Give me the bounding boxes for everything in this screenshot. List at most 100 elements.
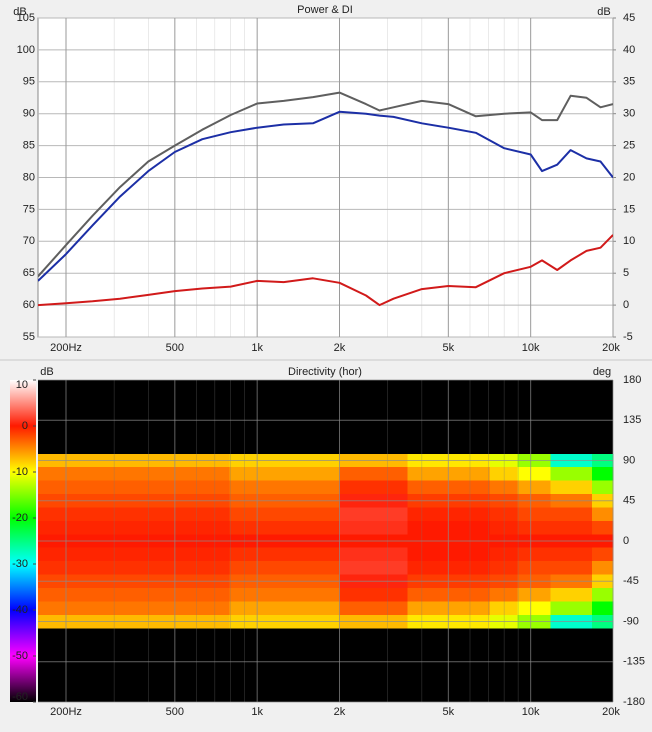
y2-axis-label: dB <box>597 6 610 18</box>
heatmap-cell <box>65 467 121 482</box>
heatmap-cell <box>379 561 409 576</box>
heatmap-cell <box>285 561 340 576</box>
heatmap-cell <box>120 507 176 522</box>
y-tick-label: -45 <box>623 575 639 587</box>
x-tick-label: 1k <box>251 342 263 354</box>
y-tick-label: 80 <box>23 171 35 183</box>
colorbar-tick-label: -20 <box>12 512 28 524</box>
colorbar <box>10 380 36 702</box>
heatmap-cell <box>65 561 121 576</box>
heatmap-cell <box>407 520 450 535</box>
heatmap-cell <box>339 480 381 495</box>
heatmap-cell <box>285 480 340 495</box>
x-tick-label: 200Hz <box>50 342 82 354</box>
x-tick-label: 5k <box>443 342 455 354</box>
heatmap-cell <box>550 507 593 522</box>
heatmap-cell <box>120 467 176 482</box>
heatmap-cell <box>379 601 409 616</box>
series-line <box>38 110 613 282</box>
y-tick-label: 65 <box>23 267 35 279</box>
y-tick-label: 70 <box>23 235 35 247</box>
heatmap-cell <box>175 467 231 482</box>
y-axis-label: deg <box>593 366 611 378</box>
colorbar-tick-label: -10 <box>12 466 28 478</box>
heatmap-cell <box>175 561 231 576</box>
y2-tick-label: 5 <box>623 267 629 279</box>
heatmap-cell <box>379 480 409 495</box>
y-tick-label: 95 <box>23 76 35 88</box>
heatmap-cell <box>489 601 518 616</box>
y2-tick-label: 40 <box>623 44 635 56</box>
heatmap-cell <box>550 561 593 576</box>
heatmap-cell <box>591 601 614 616</box>
heatmap-cell <box>591 507 614 522</box>
heatmap-cell <box>339 547 381 562</box>
y2-tick-label: 35 <box>623 76 635 88</box>
x-tick-label: 10k <box>522 342 540 354</box>
heatmap-cell <box>175 507 231 522</box>
heatmap-cell <box>407 480 450 495</box>
heatmap-cell <box>448 507 491 522</box>
heatmap-cell <box>448 520 491 535</box>
heatmap-cell <box>38 520 66 535</box>
series-line <box>38 91 613 278</box>
heatmap-cell <box>550 587 593 602</box>
y-tick-label: 75 <box>23 203 35 215</box>
x-tick-label: 10k <box>522 706 540 718</box>
colorbar-tick-label: -50 <box>12 650 28 662</box>
x-tick-label: 500 <box>166 342 184 354</box>
heatmap-cell <box>591 467 614 482</box>
y-tick-label: 135 <box>623 414 641 426</box>
y-tick-label: -180 <box>623 696 645 708</box>
y2-tick-label: 10 <box>623 235 635 247</box>
heatmap-cell <box>339 601 381 616</box>
heatmap-cell <box>489 480 518 495</box>
y-tick-label: 60 <box>23 299 35 311</box>
x-tick-label: 2k <box>334 706 346 718</box>
heatmap-cell <box>120 520 176 535</box>
heatmap-cell <box>448 547 491 562</box>
heatmap-cell <box>175 587 231 602</box>
y2-tick-label: 25 <box>623 140 635 152</box>
y-tick-label: 90 <box>23 108 35 120</box>
heatmap-cell <box>379 467 409 482</box>
heatmap-cell <box>38 467 66 482</box>
heatmap-cell <box>407 587 450 602</box>
y-tick-label: 105 <box>17 12 35 24</box>
heatmap-cell <box>448 601 491 616</box>
heatmap-cell <box>65 480 121 495</box>
colorbar-tick-label: 10 <box>16 379 28 391</box>
heatmap-cell <box>489 561 518 576</box>
heatmap-cell <box>339 520 381 535</box>
heatmap-cell <box>591 587 614 602</box>
colorbar-tick-label: -30 <box>12 558 28 570</box>
heatmap-cell <box>120 480 176 495</box>
heatmap-cell <box>448 587 491 602</box>
heatmap-cell <box>591 547 614 562</box>
heatmap-cell <box>407 601 450 616</box>
heatmap-cell <box>517 601 552 616</box>
heatmap-cell <box>339 587 381 602</box>
heatmap-cell <box>489 547 518 562</box>
heatmap-cell <box>120 561 176 576</box>
heatmap-cell <box>285 520 340 535</box>
heatmap-cell <box>407 507 450 522</box>
y-tick-label: -135 <box>623 656 645 668</box>
y-tick-label: 180 <box>623 374 641 386</box>
x-tick-label: 200Hz <box>50 706 82 718</box>
heatmap-cell <box>38 480 66 495</box>
heatmap-cell <box>38 547 66 562</box>
heatmap-cell <box>550 601 593 616</box>
heatmap-cell <box>65 520 121 535</box>
y-tick-label: 90 <box>623 454 635 466</box>
y-tick-label: 45 <box>623 495 635 507</box>
heatmap-cell <box>285 507 340 522</box>
heatmap-cell <box>517 547 552 562</box>
heatmap-cell <box>175 601 231 616</box>
heatmap-cell <box>38 561 66 576</box>
heatmap-cell <box>448 561 491 576</box>
chart-title: Power & DI <box>297 4 353 16</box>
heatmap-cell <box>517 507 552 522</box>
